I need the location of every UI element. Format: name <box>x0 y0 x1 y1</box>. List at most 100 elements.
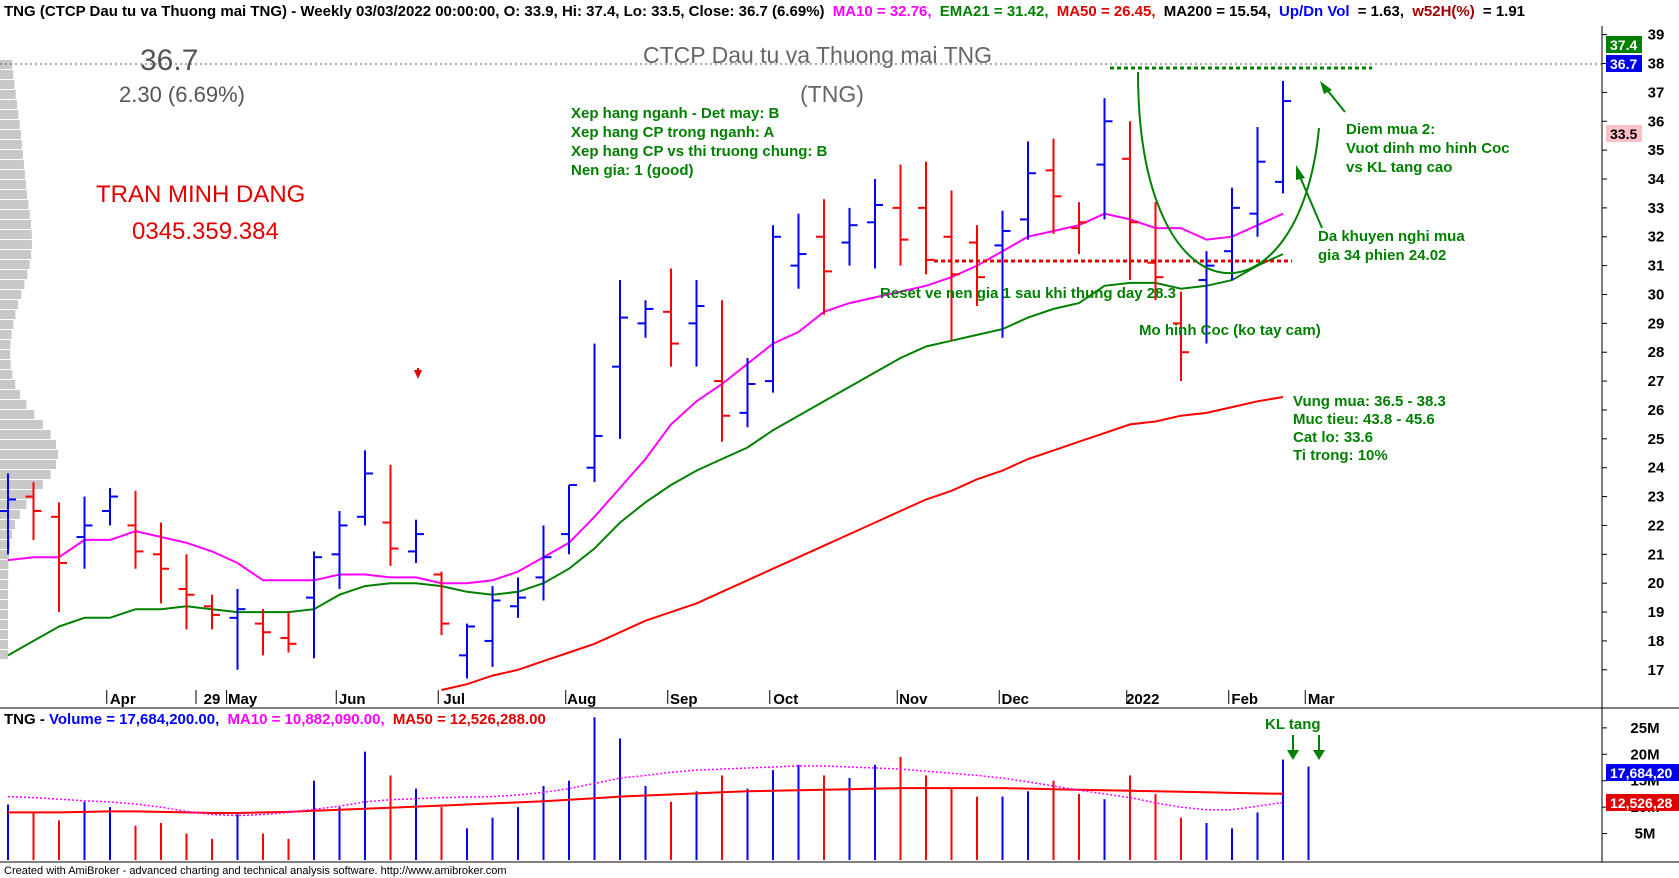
plan-line-2: Muc tieu: 43.8 - 45.6 <box>1293 411 1435 428</box>
price-tick-label: 17 <box>1648 662 1665 679</box>
price-tick-label: 37 <box>1648 84 1665 101</box>
reset-note: Reset ve nen gia 1 sau khi thung day 28.… <box>880 285 1176 302</box>
price-tick-label: 26 <box>1648 402 1665 419</box>
cup-curve <box>1137 71 1320 275</box>
volume-profile-bar <box>0 130 21 139</box>
volume-profile-bar <box>0 230 32 239</box>
volume-profile-bar <box>0 320 14 329</box>
header-ma10: MA10 = 32.76, <box>833 3 932 20</box>
vol-ma50-label: 12,526,28 <box>1610 795 1672 811</box>
volume-profile-bar <box>0 610 8 619</box>
rating-3: Xep hang CP vs thi truong chung: B <box>571 143 828 160</box>
volume-profile-bar <box>0 370 13 379</box>
month-label: Aug <box>567 691 596 708</box>
volume-profile-bar <box>0 590 8 599</box>
volume-profile-bar <box>0 380 16 389</box>
price-tick-label: 28 <box>1648 344 1665 361</box>
ma10-line <box>7 212 1284 585</box>
volume-profile-bar <box>0 80 15 89</box>
vol-label-box <box>1606 764 1679 781</box>
volume-profile-bar <box>0 180 26 189</box>
volume-profile-bar <box>0 110 19 119</box>
volume-profile-bar <box>0 160 24 169</box>
plan-line-1: Vung mua: 36.5 - 38.3 <box>1293 393 1446 410</box>
trade-plan: Vung mua: 36.5 - 38.3 Muc tieu: 43.8 - 4… <box>1293 393 1450 464</box>
price-tick-label: 35 <box>1648 142 1665 159</box>
price-tick-label: 32 <box>1648 229 1665 246</box>
volume-profile-bar <box>0 190 28 199</box>
header-ma50: MA50 = 26.45, <box>1057 3 1156 20</box>
volume-profile-bar <box>0 630 8 639</box>
candles <box>0 80 1291 679</box>
volume-profile-bar <box>0 500 27 509</box>
price-tick-label: 34 <box>1648 171 1665 188</box>
volume-profile-bar <box>0 300 19 309</box>
vol-ma50-label-box <box>1606 794 1679 811</box>
volume-averages <box>7 765 1284 817</box>
price-change: 2.30 (6.69%) <box>119 82 245 107</box>
plan-line-4: Ti trong: 10% <box>1293 447 1388 464</box>
volume-profile-bar <box>0 420 43 429</box>
recommend-line-1: Da khuyen nghi mua <box>1318 228 1465 245</box>
buy-point-line-1: Diem mua 2: <box>1346 121 1435 138</box>
month-label: Nov <box>899 691 928 708</box>
volume-ma50-line <box>8 787 1284 814</box>
volume-profile-bar <box>0 70 14 79</box>
volume-profile-bar <box>0 410 35 419</box>
volume-profile-bar <box>0 490 35 499</box>
low-label: 33.5 <box>1610 126 1637 142</box>
ticker-title: (TNG) <box>800 81 864 107</box>
header-updn-value: = 1.63, <box>1358 3 1404 20</box>
volume-profile-bar <box>0 650 8 659</box>
month-label: Apr <box>110 691 136 708</box>
volume-profile-bar <box>0 200 29 209</box>
volume-profile-bar <box>0 620 8 629</box>
rating-4: Nen gia: 1 (good) <box>571 162 694 179</box>
ema21-line <box>7 253 1284 657</box>
price-tick-label: 30 <box>1648 286 1665 303</box>
price-axis: 17 18 19 20 21 22 23 24 25 26 27 28 29 30 31 32 33 34 35 36… <box>1602 27 1665 679</box>
volume-profile-bar <box>0 450 58 459</box>
header-updn: Up/Dn Vol <box>1279 3 1350 20</box>
volume-header-ma10: MA10 = 10,882,090.00, <box>227 711 384 728</box>
rating-2: Xep hang CP trong nganh: A <box>571 124 774 141</box>
volume-profile-bar <box>0 360 11 369</box>
volume-profile-bar <box>0 580 9 589</box>
volume-profile-bar <box>0 480 43 489</box>
month-label: May <box>228 691 258 708</box>
volume-profile <box>0 60 58 659</box>
volume-profile-bar <box>0 400 27 409</box>
low-label-box <box>1606 125 1642 142</box>
volume-profile-bar <box>0 570 9 579</box>
price-tick-label: 24 <box>1648 460 1665 477</box>
price-tick-label: 39 <box>1648 27 1665 44</box>
volume-note: KL tang <box>1265 716 1321 733</box>
month-label: 2022 <box>1126 691 1159 708</box>
volume-profile-bar <box>0 150 23 159</box>
volume-profile-bar <box>0 220 31 229</box>
price-tick-label: 33 <box>1648 200 1665 217</box>
vol-arrow-1-head <box>1287 750 1299 760</box>
header-prefix: TNG (CTCP Dau tu va Thuong mai TNG) - We… <box>4 3 825 20</box>
close-label-box <box>1606 55 1642 72</box>
month-label: Jun <box>339 691 366 708</box>
month-label: 29 <box>204 691 221 708</box>
volume-profile-bar <box>0 90 16 99</box>
volume-axis: 5M10M15M20M25M <box>1602 720 1660 843</box>
volume-profile-bar <box>0 640 8 649</box>
price-big: 36.7 <box>140 44 198 77</box>
volume-tick-label: 20M <box>1630 746 1659 763</box>
buy-arrow-head <box>1320 81 1332 94</box>
price-tick-label: 27 <box>1648 373 1665 390</box>
price-tick-label: 20 <box>1648 575 1665 592</box>
vol-label: 17,684,20 <box>1610 765 1672 781</box>
ratings: Xep hang nganh - Det may: B Xep hang CP … <box>571 105 832 179</box>
volume-profile-bar <box>0 560 9 569</box>
volume-profile-bar <box>0 550 9 559</box>
volume-profile-bar <box>0 270 28 279</box>
volume-profile-bar <box>0 170 25 179</box>
buy-point-note: Diem mua 2: Vuot dinh mo hinh Coc vs KL … <box>1346 121 1514 176</box>
high-label: 37.4 <box>1610 37 1637 53</box>
price-tick-label: 25 <box>1648 431 1665 448</box>
volume-profile-bar <box>0 250 32 259</box>
